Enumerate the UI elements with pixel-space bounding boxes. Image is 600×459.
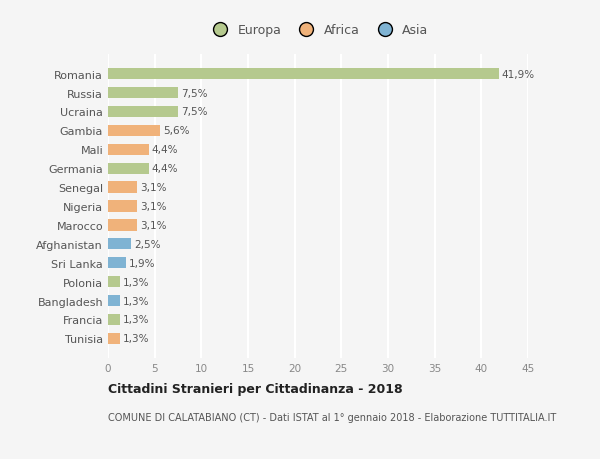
Text: 3,1%: 3,1% bbox=[140, 183, 166, 193]
Text: 5,6%: 5,6% bbox=[163, 126, 190, 136]
Text: Cittadini Stranieri per Cittadinanza - 2018: Cittadini Stranieri per Cittadinanza - 2… bbox=[108, 382, 403, 396]
Text: 1,3%: 1,3% bbox=[123, 315, 149, 325]
Bar bbox=[108, 88, 178, 99]
Text: 1,3%: 1,3% bbox=[123, 296, 149, 306]
Bar bbox=[108, 69, 499, 80]
Text: 3,1%: 3,1% bbox=[140, 202, 166, 212]
Bar bbox=[108, 239, 131, 250]
Bar bbox=[108, 144, 149, 156]
Text: 4,4%: 4,4% bbox=[152, 164, 178, 174]
Bar bbox=[108, 182, 137, 193]
Text: 4,4%: 4,4% bbox=[152, 145, 178, 155]
Bar bbox=[108, 333, 120, 344]
Bar bbox=[108, 201, 137, 212]
Bar bbox=[108, 106, 178, 118]
Bar bbox=[108, 276, 120, 288]
Bar bbox=[108, 220, 137, 231]
Text: 1,3%: 1,3% bbox=[123, 277, 149, 287]
Bar bbox=[108, 163, 149, 174]
Text: 7,5%: 7,5% bbox=[181, 89, 208, 98]
Bar bbox=[108, 314, 120, 325]
Text: 1,9%: 1,9% bbox=[128, 258, 155, 268]
Text: 3,1%: 3,1% bbox=[140, 220, 166, 230]
Bar bbox=[108, 257, 126, 269]
Bar bbox=[108, 125, 160, 137]
Text: 7,5%: 7,5% bbox=[181, 107, 208, 117]
Text: COMUNE DI CALATABIANO (CT) - Dati ISTAT al 1° gennaio 2018 - Elaborazione TUTTIT: COMUNE DI CALATABIANO (CT) - Dati ISTAT … bbox=[108, 412, 556, 422]
Text: 1,3%: 1,3% bbox=[123, 334, 149, 344]
Text: 2,5%: 2,5% bbox=[134, 239, 161, 249]
Legend: Europa, Africa, Asia: Europa, Africa, Asia bbox=[202, 19, 433, 42]
Text: 41,9%: 41,9% bbox=[502, 69, 535, 79]
Bar bbox=[108, 295, 120, 307]
